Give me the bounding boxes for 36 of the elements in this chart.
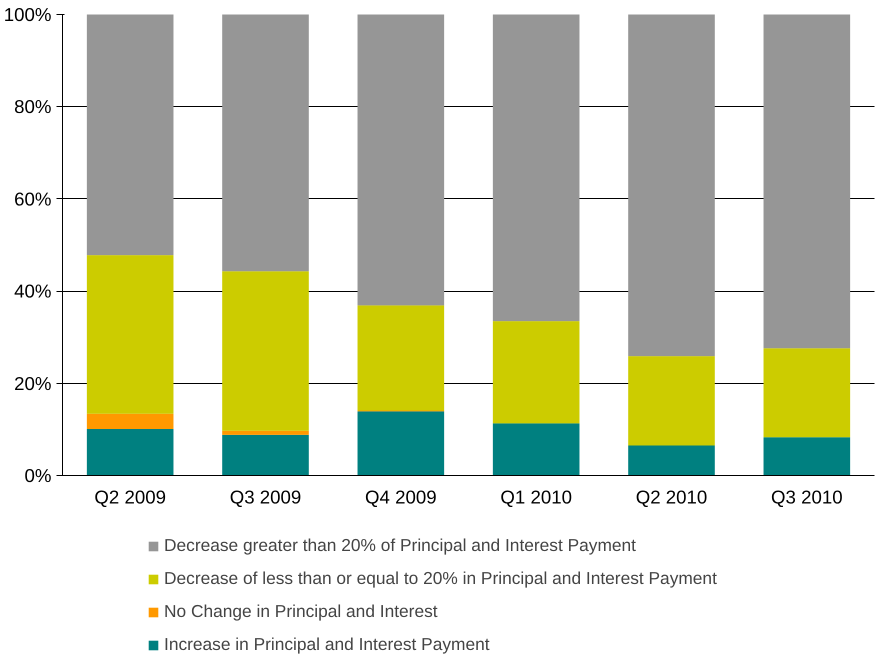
bar xyxy=(86,428,174,476)
bar xyxy=(764,348,850,438)
x-tick-label: Q3 2009 xyxy=(230,486,302,508)
bar xyxy=(358,305,444,410)
bar xyxy=(222,271,309,431)
legend-label: Decrease greater than 20% of Principal and Interest Payment xyxy=(164,535,636,556)
bar xyxy=(628,356,715,446)
y-tick-label: 0% xyxy=(24,465,52,486)
bar xyxy=(492,321,580,424)
bar xyxy=(492,423,580,476)
x-tick-label: Q2 2009 xyxy=(94,486,166,508)
legend-label: Increase in Principal and Interest Payment xyxy=(164,634,490,655)
bar xyxy=(86,255,174,414)
bar xyxy=(222,14,309,272)
y-tick-label: 80% xyxy=(14,96,52,118)
bar xyxy=(492,14,580,322)
bar xyxy=(628,446,715,476)
bar xyxy=(358,14,444,306)
bar xyxy=(764,437,850,476)
bar xyxy=(358,411,444,476)
bar xyxy=(86,14,174,256)
bar xyxy=(222,434,309,476)
y-tick-label: 40% xyxy=(14,280,52,302)
y-tick-label: 20% xyxy=(14,372,52,394)
bar xyxy=(86,414,174,429)
x-tick-label: Q2 2010 xyxy=(636,486,708,508)
x-tick-label: Q4 2009 xyxy=(365,486,437,508)
bar xyxy=(628,14,715,356)
y-tick-label: 100% xyxy=(4,4,52,25)
legend-label: Decrease of less than or equal to 20% in Principal and Interest Payment xyxy=(164,568,717,589)
legend-label: No Change in Principal and Interest xyxy=(164,601,438,622)
bar xyxy=(764,14,850,348)
y-tick-label: 60% xyxy=(14,188,52,210)
bar xyxy=(222,430,309,435)
x-tick-label: Q1 2010 xyxy=(500,486,572,508)
x-tick-label: Q3 2010 xyxy=(771,486,843,508)
